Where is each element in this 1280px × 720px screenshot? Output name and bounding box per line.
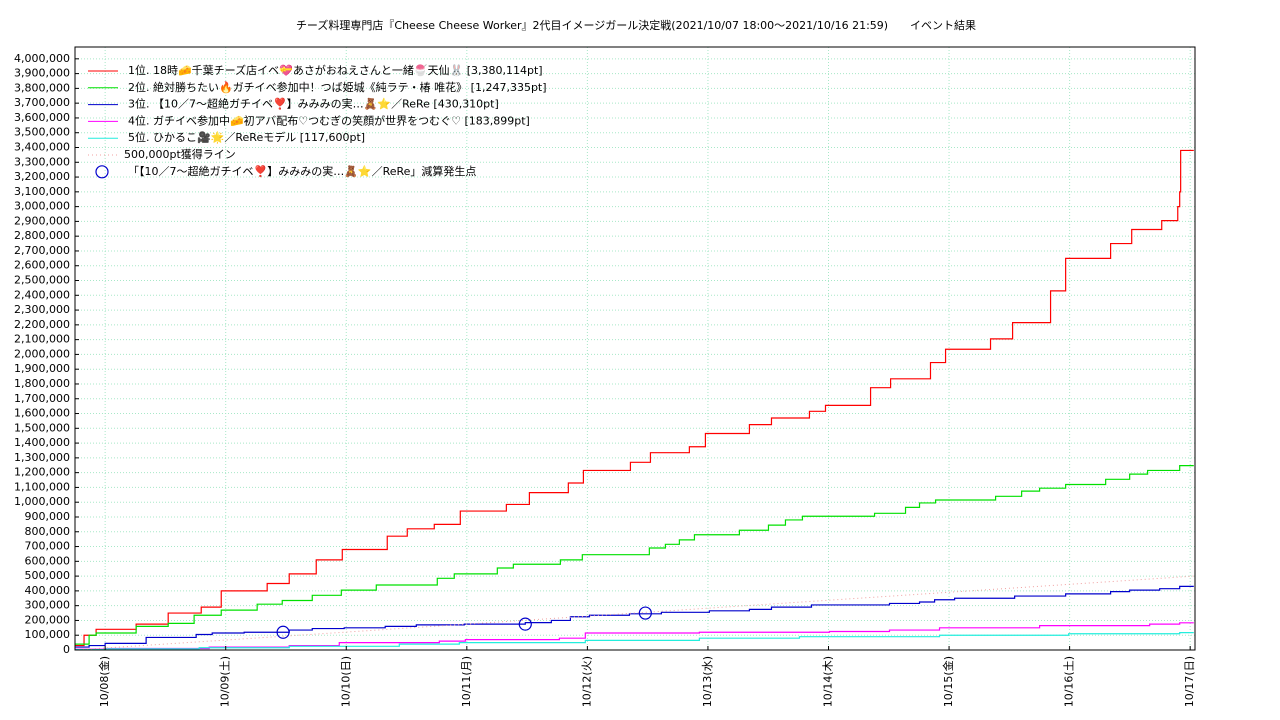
legend-label: 2位. 絶対勝ちたい🔥ガチイベ参加中！つば姫城《純ラテ・椿 唯花》 [1,247… — [128, 80, 547, 94]
legend-marker — [95, 165, 109, 179]
marker — [276, 625, 290, 639]
legend-label: 「【10／7〜超絶ガチイベ❣️】みみみの実…🧸⭐／ReRe」減算発生点 — [128, 164, 476, 178]
grid — [75, 47, 1195, 651]
y-tick-label: 1,400,000 — [14, 436, 70, 449]
y-tick-label: 3,100,000 — [14, 185, 70, 198]
plot — [74, 149, 1194, 651]
y-tick-label: 1,900,000 — [14, 362, 70, 375]
y-tick-label: 3,800,000 — [14, 81, 70, 94]
series-line — [75, 632, 1194, 651]
x-tick-label: 10/08(金) — [97, 656, 111, 707]
y-tick-label: 900,000 — [25, 510, 71, 523]
x-tick-label: 10/10(日) — [339, 656, 352, 707]
y-tick-label: 1,800,000 — [14, 377, 70, 390]
y-tick-label: 1,700,000 — [14, 392, 70, 405]
y-tick-label: 2,600,000 — [14, 259, 70, 272]
series-line — [74, 575, 1194, 651]
y-tick-label: 2,200,000 — [14, 318, 70, 331]
y-tick-label: 2,500,000 — [14, 274, 70, 287]
series-line — [75, 465, 1194, 645]
legend-label: 1位. 18時🧀千葉チーズ店イベ💝あさがおねえさんと一緒🍧天仙🐰 [3,380,… — [128, 63, 543, 77]
x-tick-label: 10/15(金) — [941, 656, 955, 707]
y-tick-label: 4,000,000 — [14, 52, 70, 65]
y-tick-label: 1,000,000 — [14, 495, 70, 508]
y-tick-label: 500,000 — [25, 569, 71, 582]
marker — [638, 606, 652, 620]
x-tick-label: 10/12(火) — [580, 656, 593, 707]
y-tick-label: 600,000 — [25, 554, 71, 567]
y-tick-label: 1,300,000 — [14, 451, 70, 464]
legend-label: 3位. 【10／7〜超絶ガチイベ❣️】みみみの実…🧸⭐／ReRe [430,31… — [128, 97, 499, 111]
y-tick-label: 100,000 — [25, 628, 71, 641]
series-line — [75, 149, 1194, 647]
y-tick-label: 0 — [63, 643, 70, 656]
x-tick-label: 10/11(月) — [460, 656, 473, 707]
y-tick-label: 1,200,000 — [14, 466, 70, 479]
marker — [518, 617, 532, 631]
legend-label: 500,000pt獲得ライン — [124, 148, 236, 161]
y-tick-label: 2,300,000 — [14, 303, 70, 316]
y-tick-label: 2,700,000 — [14, 244, 70, 257]
y-tick-label: 1,100,000 — [14, 480, 70, 493]
x-tick-label: 10/16(土) — [1063, 656, 1076, 707]
legend-label: 5位. ひかるこ🎥🌟／ReReモデル [117,600pt] — [128, 130, 365, 144]
y-tick-label: 700,000 — [25, 540, 71, 553]
y-tick-label: 2,100,000 — [14, 333, 70, 346]
y-tick-label: 2,800,000 — [14, 229, 70, 242]
chart-title: チーズ料理専門店『Cheese Cheese Worker』2代目イメージガール… — [296, 18, 976, 32]
y-tick-label: 3,300,000 — [14, 155, 70, 168]
y-tick-label: 1,500,000 — [14, 421, 70, 434]
y-tick-label: 300,000 — [25, 599, 71, 612]
series-line — [75, 622, 1194, 650]
y-tick-label: 3,000,000 — [14, 200, 70, 213]
y-tick-label: 800,000 — [25, 525, 71, 538]
y-tick-label: 2,400,000 — [14, 288, 70, 301]
y-tick-label: 2,000,000 — [14, 347, 70, 360]
y-tick-label: 3,900,000 — [14, 67, 70, 80]
y-tick-label: 400,000 — [25, 584, 71, 597]
y-tick-label: 200,000 — [25, 613, 71, 626]
x-tick-label: 10/13(水) — [701, 656, 714, 707]
y-tick-label: 3,700,000 — [14, 96, 70, 109]
legend-label: 4位. ガチイベ参加中🧀初アバ配布♡つむぎの笑顔が世界をつむぐ♡ [183,89… — [128, 113, 530, 127]
y-tick-label: 3,500,000 — [14, 126, 70, 139]
y-tick-label: 3,200,000 — [14, 170, 70, 183]
y-tick-label: 1,600,000 — [14, 407, 70, 420]
y-tick-label: 2,900,000 — [14, 214, 70, 227]
series-line — [75, 585, 1194, 648]
plot-frame — [74, 46, 1196, 651]
y-tick-label: 3,400,000 — [14, 141, 70, 154]
y-tick-label: 3,600,000 — [14, 111, 70, 124]
x-tick-label: 10/09(土) — [219, 656, 232, 707]
x-tick-label: 10/17(日) — [1183, 656, 1196, 707]
x-tick-label: 10/14(木) — [821, 656, 834, 707]
